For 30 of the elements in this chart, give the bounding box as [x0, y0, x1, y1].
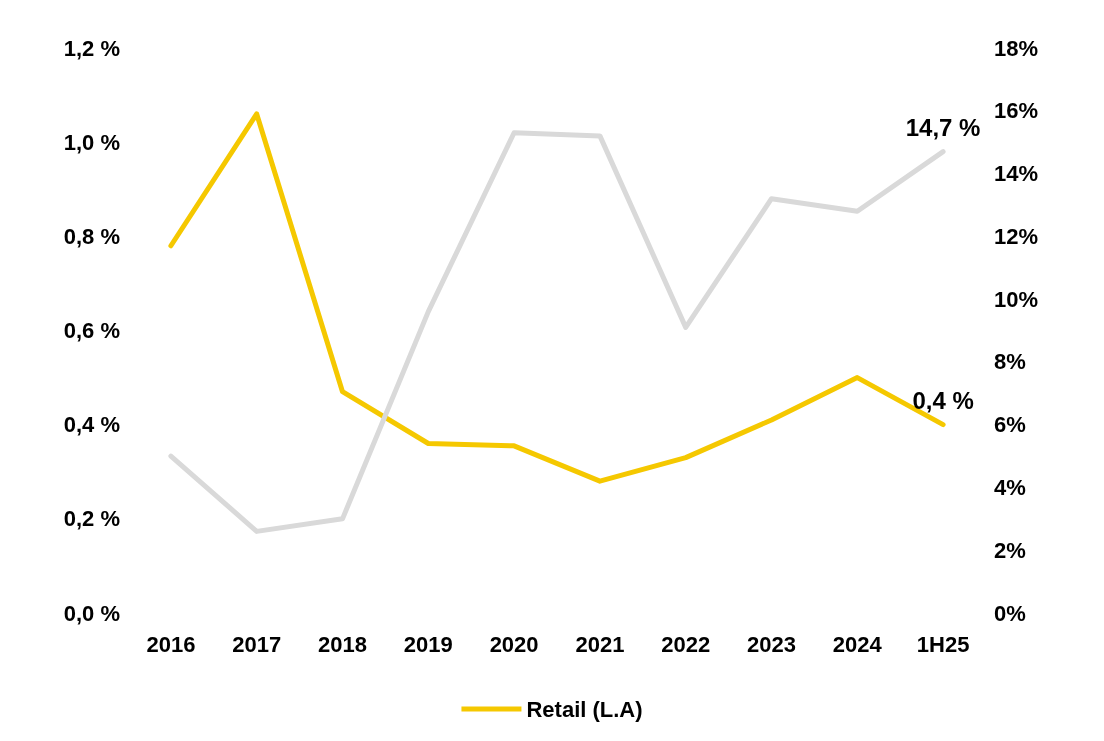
y2-tick-label: 16%	[994, 98, 1039, 124]
y2-tick-label: 0%	[994, 600, 1026, 626]
y-tick-label: 0,2 %	[63, 506, 120, 532]
y2-tick-label: 4%	[994, 474, 1026, 500]
data-label: 14,7 %	[905, 114, 981, 142]
y-tick-label: 1,2 %	[63, 35, 120, 61]
y-tick-label: 0,4 %	[63, 412, 120, 438]
x-tick-label: 2016	[146, 631, 196, 657]
x-tick-label: 2020	[489, 631, 539, 657]
y2-tick-label: 14%	[994, 161, 1039, 187]
y2-tick-label: 8%	[994, 349, 1026, 375]
x-tick-label: 2021	[575, 631, 625, 657]
y-tick-label: 0,6 %	[63, 318, 120, 343]
x-tick-label: 2017	[232, 631, 282, 657]
legend-label: Retail (L.A)	[526, 696, 643, 722]
data-label: 0,4 %	[912, 387, 974, 415]
y-tick-label: 0,0 %	[63, 600, 120, 626]
y2-tick-label: 10%	[994, 286, 1039, 312]
y-tick-label: 0,8 %	[63, 223, 120, 249]
x-tick-label: 2018	[318, 631, 367, 657]
y2-tick-label: 18%	[994, 35, 1039, 61]
x-tick-label: 2023	[747, 631, 796, 657]
y2-tick-label: 2%	[994, 537, 1026, 563]
x-tick-label: 1H25	[916, 631, 970, 657]
y2-tick-label: 12%	[994, 223, 1039, 249]
y2-tick-label: 6%	[994, 412, 1026, 438]
x-tick-label: 2024	[832, 631, 883, 657]
x-tick-label: 2019	[403, 631, 453, 657]
y-tick-label: 1,0 %	[63, 129, 120, 155]
x-tick-label: 2022	[661, 631, 711, 657]
